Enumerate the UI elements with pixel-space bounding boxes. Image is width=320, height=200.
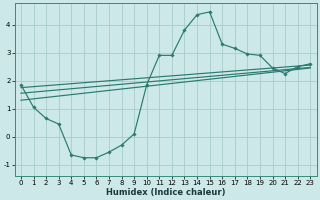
X-axis label: Humidex (Indice chaleur): Humidex (Indice chaleur) [106, 188, 225, 197]
